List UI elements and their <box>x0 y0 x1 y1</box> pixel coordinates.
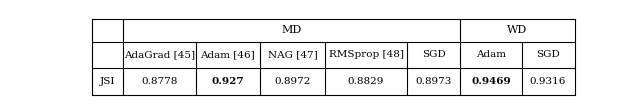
Text: 0.8829: 0.8829 <box>348 77 384 86</box>
Text: NAG [47]: NAG [47] <box>268 50 317 59</box>
Text: SGD: SGD <box>422 50 445 59</box>
Text: 0.927: 0.927 <box>212 77 244 86</box>
Text: JSI: JSI <box>100 77 116 86</box>
Text: SGD: SGD <box>536 50 560 59</box>
Text: 0.8778: 0.8778 <box>141 77 178 86</box>
Text: 0.9316: 0.9316 <box>530 77 566 86</box>
Text: Adam: Adam <box>476 50 506 59</box>
Text: AdaGrad [45]: AdaGrad [45] <box>124 50 195 59</box>
Text: WD: WD <box>508 25 527 35</box>
Text: RMSprop [48]: RMSprop [48] <box>328 50 404 59</box>
Text: 0.9469: 0.9469 <box>471 77 511 86</box>
Text: 0.8973: 0.8973 <box>415 77 452 86</box>
Text: Adam [46]: Adam [46] <box>200 50 255 59</box>
Text: MD: MD <box>282 25 302 35</box>
Text: 0.8972: 0.8972 <box>275 77 310 86</box>
